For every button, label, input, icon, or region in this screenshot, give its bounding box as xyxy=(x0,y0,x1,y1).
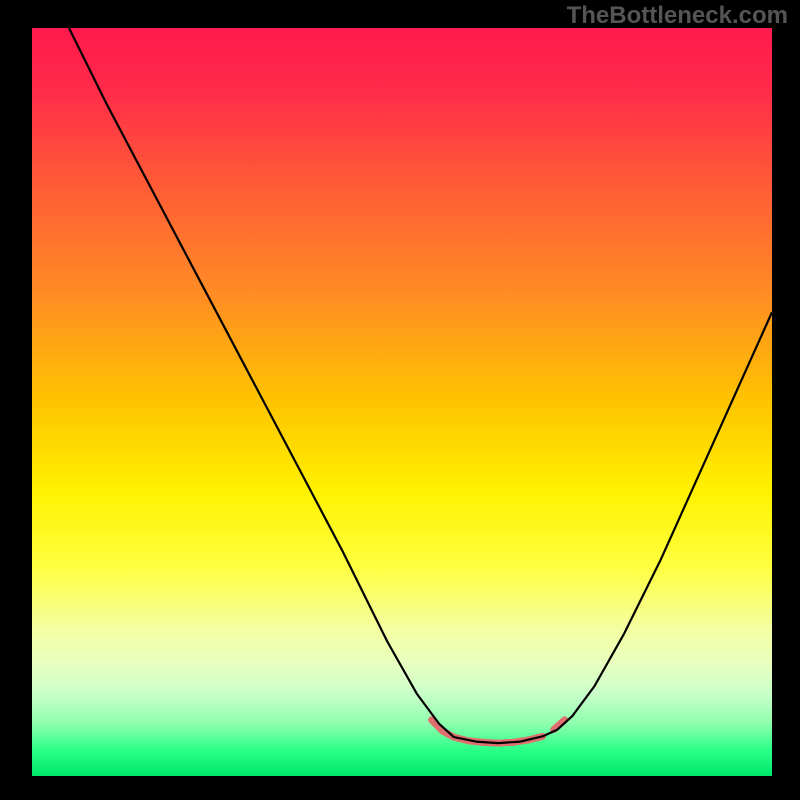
plot-area xyxy=(32,28,772,776)
gradient-background xyxy=(32,28,772,776)
chart-frame: TheBottleneck.com xyxy=(0,0,800,800)
watermark-text: TheBottleneck.com xyxy=(567,2,788,30)
bottleneck-chart xyxy=(32,28,772,776)
